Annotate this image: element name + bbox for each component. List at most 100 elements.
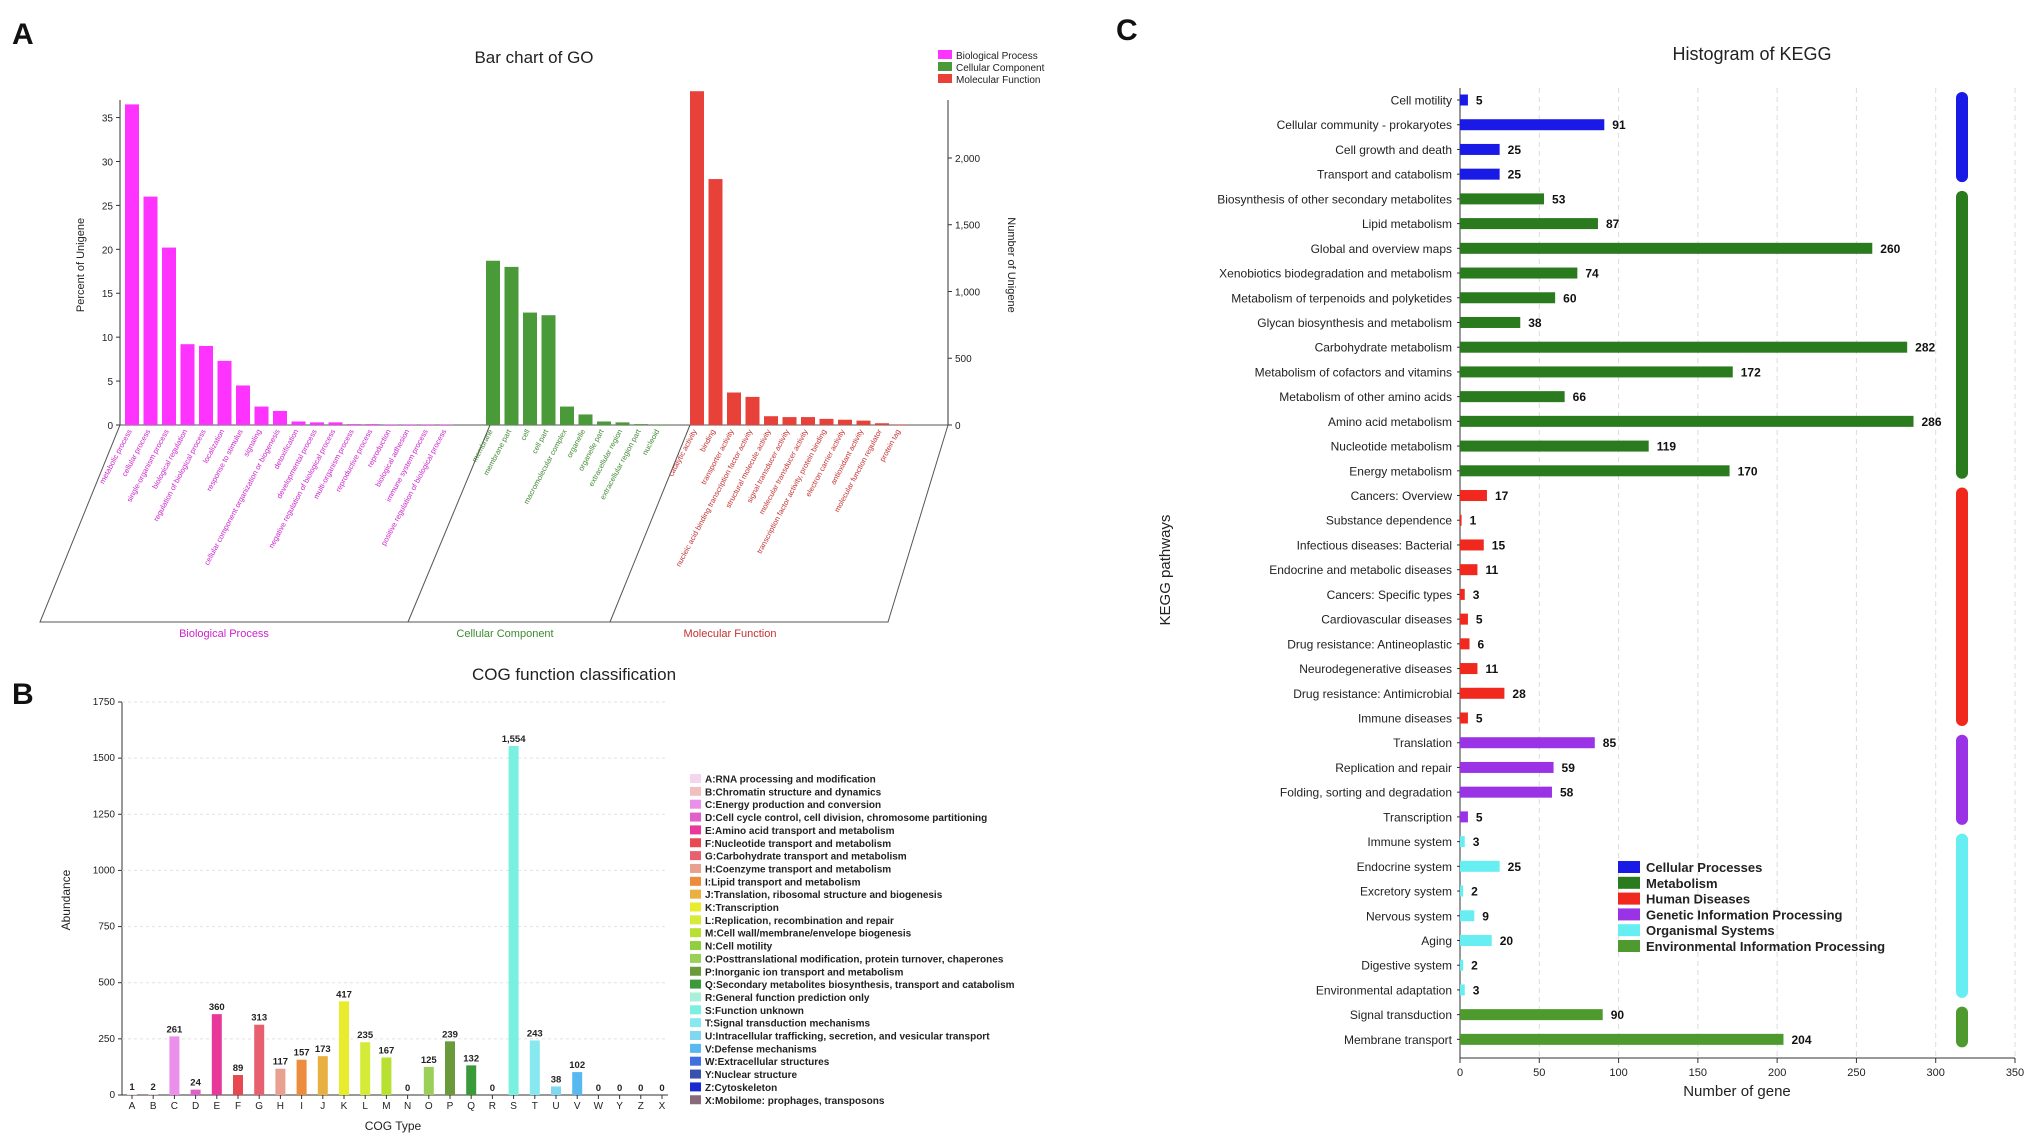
- go-y-axis-label: Percent of Unigene: [75, 218, 87, 312]
- kegg-bar: [1460, 786, 1552, 798]
- go-bar: [541, 315, 556, 425]
- kegg-bar-value: 20: [1500, 934, 1514, 948]
- kegg-category-label: Metabolism of terpenoids and polyketides: [1231, 291, 1452, 305]
- kegg-tick-label: 50: [1533, 1067, 1545, 1079]
- cog-category-label: N: [404, 1101, 411, 1112]
- cog-bar-value: 173: [315, 1044, 331, 1055]
- go-bar: [615, 422, 630, 425]
- cog-legend-label: B:Chromatin structure and dynamics: [705, 787, 882, 798]
- go-category-label: cell: [519, 427, 532, 441]
- cog-legend-label: F:Nucleotide transport and metabolism: [705, 839, 891, 850]
- kegg-category-label: Replication and repair: [1335, 761, 1452, 775]
- kegg-tick-label: 350: [2006, 1067, 2024, 1079]
- kegg-group-band: [1956, 190, 1968, 479]
- kegg-category-label: Signal transduction: [1350, 1008, 1452, 1022]
- panel-a-letter: A: [12, 18, 34, 51]
- cog-category-label: G: [255, 1101, 263, 1112]
- cog-bar-value: 117: [273, 1057, 288, 1068]
- cog-category-label: W: [594, 1101, 604, 1112]
- cog-legend-swatch: [690, 902, 701, 912]
- cog-legend-label: V:Defense mechanisms: [705, 1044, 817, 1055]
- kegg-category-label: Infectious diseases: Bacterial: [1297, 538, 1452, 552]
- kegg-bar: [1460, 490, 1487, 502]
- cog-category-label: A: [129, 1101, 136, 1112]
- cog-bar-value: 24: [190, 1078, 201, 1089]
- go-floor-divider-2: [609, 424, 691, 623]
- kegg-category-label: Translation: [1393, 736, 1452, 750]
- cog-legend-label: K:Transcription: [705, 903, 779, 914]
- cog-tick-label: 0: [109, 1090, 115, 1101]
- go-bar: [199, 345, 213, 425]
- cog-bar-value: 0: [659, 1083, 664, 1094]
- kegg-legend-label: Human Diseases: [1646, 892, 1750, 907]
- cog-bar-value: 157: [294, 1048, 310, 1059]
- cog-bar-value: 239: [442, 1029, 458, 1040]
- cog-legend-label: N:Cell motility: [705, 942, 773, 953]
- go-bar: [504, 266, 519, 425]
- cog-bar: [296, 1059, 307, 1095]
- kegg-bar-value: 87: [1606, 217, 1620, 231]
- cog-legend-label: G:Carbohydrate transport and metabolism: [705, 852, 907, 863]
- go-category-label: nucleoid: [640, 428, 661, 457]
- kegg-bar: [1460, 934, 1492, 946]
- go-bar: [273, 410, 287, 425]
- kegg-group-band: [1956, 92, 1968, 183]
- kegg-bar-value: 282: [1915, 341, 1935, 355]
- cog-category-label: C: [171, 1101, 178, 1112]
- kegg-bar: [1460, 687, 1505, 699]
- go-bar: [578, 414, 593, 425]
- go-group-label-cc: Cellular Component: [456, 628, 553, 640]
- go-category-label: binding: [698, 428, 717, 454]
- kegg-bar-value: 28: [1512, 687, 1526, 701]
- kegg-category-label: Amino acid metabolism: [1328, 415, 1452, 429]
- kegg-bar: [1460, 292, 1556, 304]
- cog-legend-label: Q:Secondary metabolites biosynthesis, tr…: [705, 980, 1015, 991]
- kegg-bar: [1460, 316, 1521, 328]
- cog-category-label: D: [192, 1101, 199, 1112]
- kegg-tick-label: 0: [1457, 1067, 1463, 1079]
- cog-category-label: I: [300, 1101, 303, 1112]
- go-bar: [727, 392, 741, 425]
- kegg-bar-value: 204: [1791, 1033, 1811, 1047]
- go-bar: [782, 417, 797, 425]
- cog-bar: [572, 1072, 583, 1095]
- kegg-bar-value: 60: [1563, 291, 1577, 305]
- kegg-bar-chart: C Histogram of KEGG KEGG pathways Number…: [1116, 14, 2024, 1100]
- go-left-tick-label: 10: [102, 333, 114, 344]
- go-bar: [421, 424, 435, 425]
- cog-category-label: Z: [638, 1101, 644, 1112]
- kegg-bar: [1460, 959, 1464, 971]
- panel-b-letter: B: [12, 678, 34, 711]
- cog-legend-label: M:Cell wall/membrane/envelope biogenesis: [705, 929, 912, 940]
- go-right-tick-label: 500: [955, 354, 972, 365]
- kegg-category-label: Aging: [1421, 934, 1452, 948]
- go-right-tick-label: 0: [955, 421, 961, 432]
- kegg-bar-value: 17: [1495, 489, 1509, 503]
- kegg-bar: [1460, 885, 1464, 897]
- kegg-group-band: [1956, 734, 1968, 825]
- kegg-bar: [1460, 712, 1468, 724]
- cog-bar: [148, 1094, 159, 1095]
- kegg-category-label: Substance dependence: [1326, 514, 1452, 528]
- cog-bar: [169, 1036, 180, 1095]
- kegg-bar-value: 5: [1476, 810, 1483, 824]
- cog-category-label: M: [382, 1101, 390, 1112]
- go-bar: [652, 424, 667, 425]
- cog-legend-label: L:Replication, recombination and repair: [705, 916, 894, 927]
- go-left-tick-label: 0: [107, 421, 113, 432]
- cog-category-label: U: [552, 1101, 559, 1112]
- go-bar: [125, 104, 139, 425]
- cog-legend-label: E:Amino acid transport and metabolism: [705, 826, 895, 837]
- kegg-bar-value: 172: [1741, 365, 1761, 379]
- cog-bar: [508, 746, 519, 1095]
- cog-legend-swatch: [690, 774, 701, 783]
- go-left-tick-label: 35: [102, 114, 114, 125]
- kegg-category-label: Membrane transport: [1344, 1033, 1453, 1047]
- kegg-bar-value: 15: [1492, 538, 1506, 552]
- kegg-bar-value: 53: [1552, 192, 1566, 206]
- go-floor: [39, 424, 949, 623]
- kegg-category-label: Drug resistance: Antineoplastic: [1287, 637, 1452, 651]
- go-group-label-bp: Biological Process: [179, 628, 269, 640]
- cog-bar: [360, 1042, 371, 1095]
- kegg-category-label: Cell growth and death: [1335, 143, 1452, 157]
